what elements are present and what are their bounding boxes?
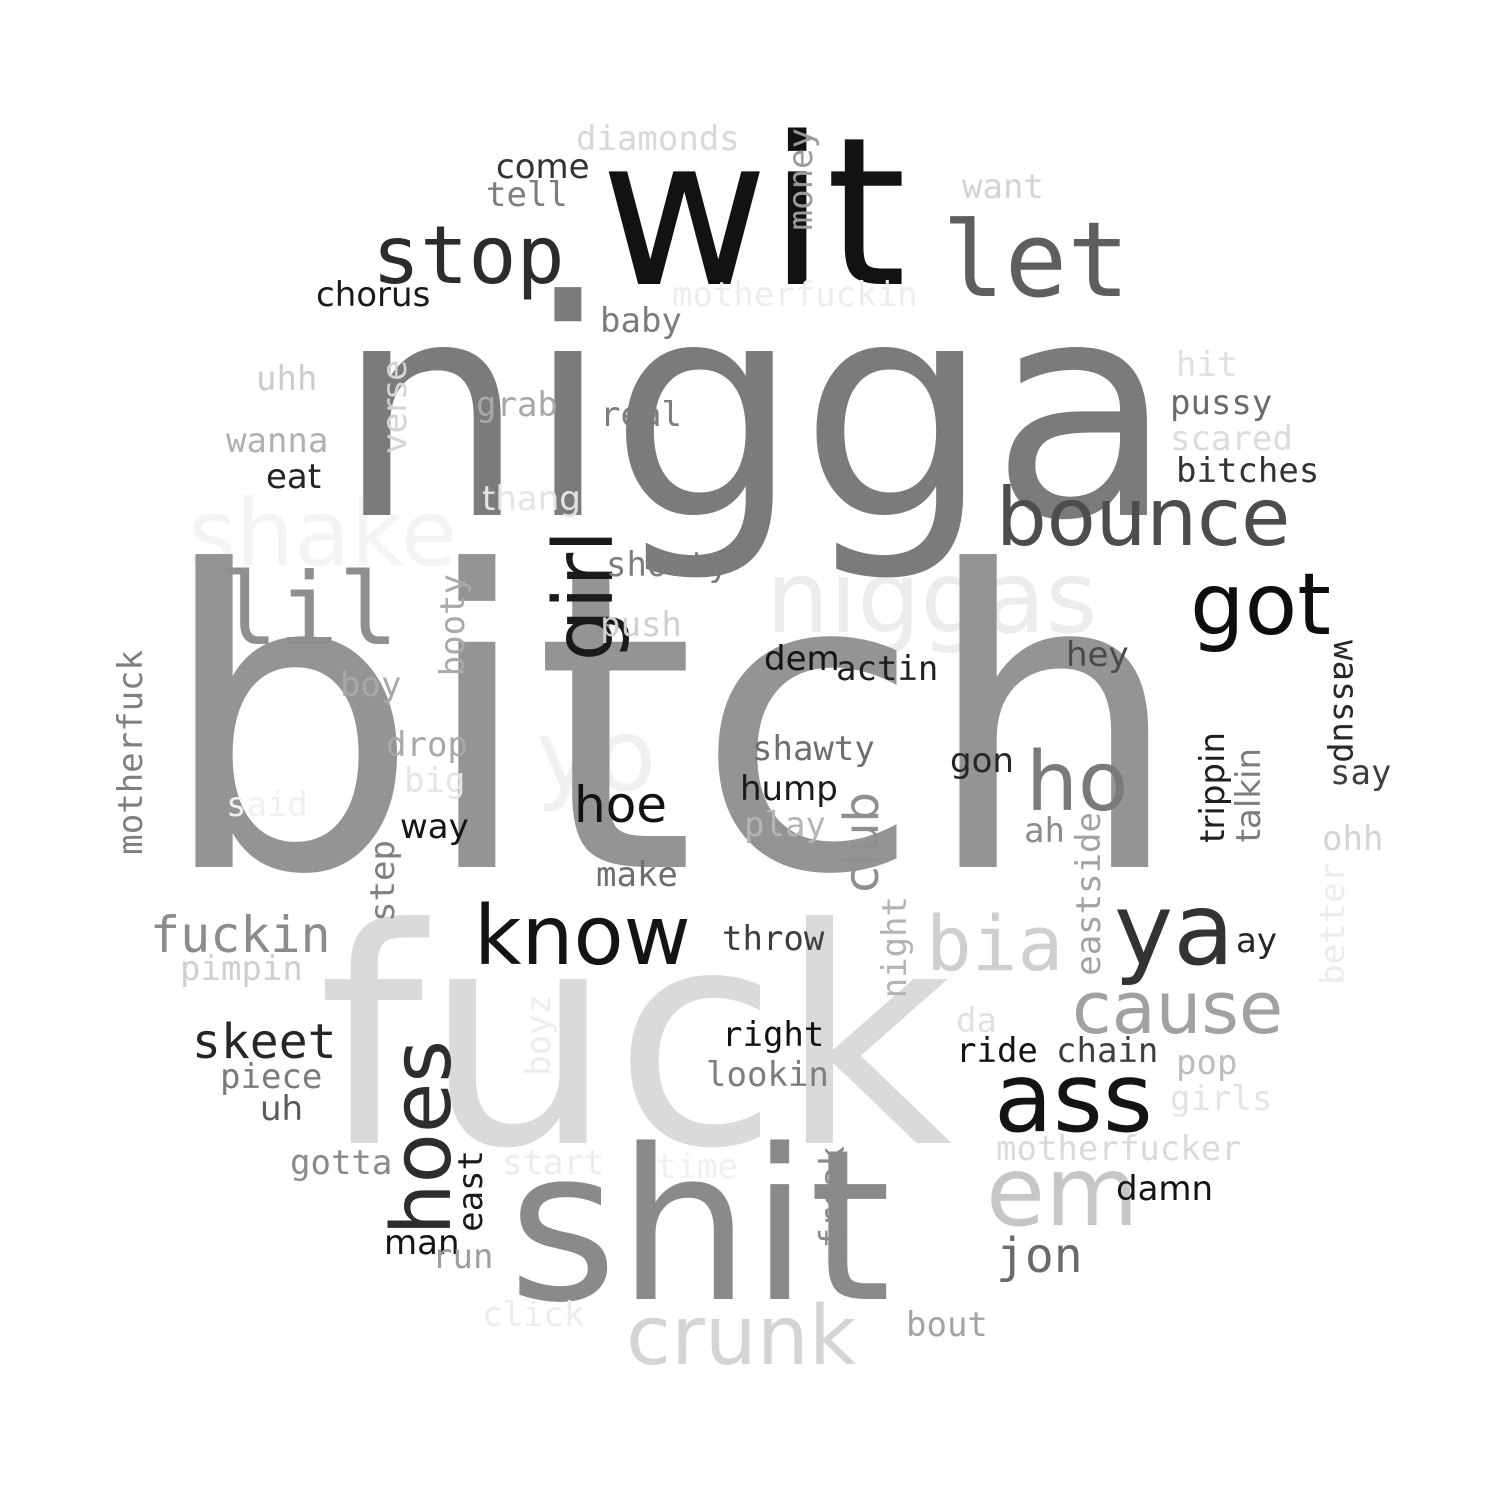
word-shit: shit (508, 1104, 892, 1349)
word-way: way (400, 807, 469, 847)
word-club: club (834, 792, 890, 893)
word-shorty: shorty (606, 545, 729, 585)
word-cause: cause (1072, 966, 1284, 1050)
word-click: click (482, 1295, 585, 1335)
word-piece: piece (220, 1057, 323, 1097)
word-hoe: hoe (574, 776, 668, 834)
word-hump: hump (740, 769, 838, 809)
word-stop: stop (372, 209, 565, 302)
word-let: let (942, 199, 1130, 321)
word-uhh: uhh (256, 359, 318, 399)
word-lil: lil (218, 551, 399, 668)
word-come: come (496, 147, 590, 187)
word-ride: ride (956, 1031, 1038, 1071)
word-booty: booty (433, 574, 473, 677)
word-start: start (502, 1143, 605, 1183)
word-motherfuckin: motherfuckin (672, 275, 918, 315)
word-ass: ass (994, 1042, 1153, 1154)
word-diamonds: diamonds (576, 119, 740, 159)
word-real: real (600, 395, 682, 435)
word-scared: scared (1170, 419, 1293, 459)
word-said: said (226, 785, 308, 825)
word-pimpin: pimpin (180, 949, 303, 989)
word-time: time (656, 1147, 738, 1187)
word-want: want (962, 167, 1044, 207)
word-trippin: trippin (1193, 732, 1233, 843)
word-yo: yo (536, 697, 657, 814)
word-bitch: bitch (158, 486, 1184, 965)
word-man: man (384, 1223, 460, 1263)
word-east: east (451, 1150, 491, 1232)
word-eat: eat (266, 457, 322, 497)
word-gotta: gotta (290, 1143, 393, 1183)
word-chorus: chorus (316, 275, 431, 315)
word-baby: baby (600, 301, 682, 341)
word-wit: wit (600, 93, 907, 333)
word-ah: ah (1024, 811, 1065, 851)
word-play: play (744, 805, 826, 845)
word-pop: pop (1176, 1043, 1238, 1083)
word-know: know (474, 889, 691, 984)
word-jon: jon (996, 1228, 1083, 1284)
word-make: make (596, 855, 678, 895)
word-grab: grab (476, 385, 558, 425)
word-gon: gon (950, 741, 1014, 781)
word-tell: tell (486, 175, 568, 215)
word-bout: bout (906, 1305, 988, 1345)
word-wassup: wassup (1325, 640, 1365, 763)
word-drop: drop (386, 725, 468, 765)
word-say: say (1330, 753, 1392, 793)
word-shake: shake (188, 480, 458, 587)
word-bitches: bitches (1176, 451, 1320, 491)
word-shawty: shawty (752, 729, 875, 769)
word-crunk: crunk (626, 1289, 857, 1384)
word-ya: ya (1114, 871, 1235, 988)
word-fuckin: fuckin (150, 906, 331, 964)
word-skeet: skeet (192, 1014, 337, 1070)
word-eastside: eastside (1069, 812, 1109, 976)
word-run: run (432, 1237, 494, 1277)
word-girls: girls (1170, 1079, 1273, 1119)
word-right: right (722, 1015, 825, 1055)
word-em: em (986, 1136, 1139, 1248)
word-pussy: pussy (1170, 383, 1273, 423)
word-money: money (781, 128, 821, 231)
word-got: got (1190, 555, 1331, 655)
word-ay: ay (1236, 921, 1277, 961)
word-damn: damn (1116, 1169, 1214, 1209)
word-nigga: nigga (336, 237, 1175, 586)
word-push: push (600, 605, 682, 645)
word-dem: dem (764, 639, 840, 679)
word-fuck: fuck (318, 865, 953, 1214)
word-big: big (404, 761, 466, 801)
word-motherfucker: motherfucker (996, 1129, 1242, 1169)
word-boyz: boyz (519, 994, 559, 1076)
word-motherfuck: motherfuck (111, 650, 151, 855)
word-hey: hey (1066, 635, 1129, 675)
word-lookin: lookin (706, 1055, 829, 1095)
word-da: da (956, 1001, 997, 1041)
word-verse: verse (375, 360, 415, 454)
word-step: step (363, 840, 403, 922)
word-niggas: niggas (766, 539, 1098, 656)
word-boy: boy (340, 665, 402, 705)
word-chain: chain (1056, 1031, 1159, 1071)
word-thang: thang (482, 479, 581, 519)
word-uh: uh (260, 1089, 304, 1129)
word-ho: ho (1026, 735, 1129, 830)
word-hit: hit (1176, 345, 1238, 385)
word-ohh: ohh (1322, 819, 1384, 859)
word-talkin: talkin (1229, 748, 1269, 843)
word-night: night (875, 896, 915, 999)
word-bia: bia (926, 899, 1064, 988)
word-bounce: bounce (996, 471, 1291, 564)
word-freak: freak (813, 1146, 853, 1249)
word-better: better (1313, 862, 1353, 985)
word-throw: throw (722, 919, 825, 959)
word-actin: actin (836, 649, 939, 689)
word-wanna: wanna (226, 421, 329, 461)
